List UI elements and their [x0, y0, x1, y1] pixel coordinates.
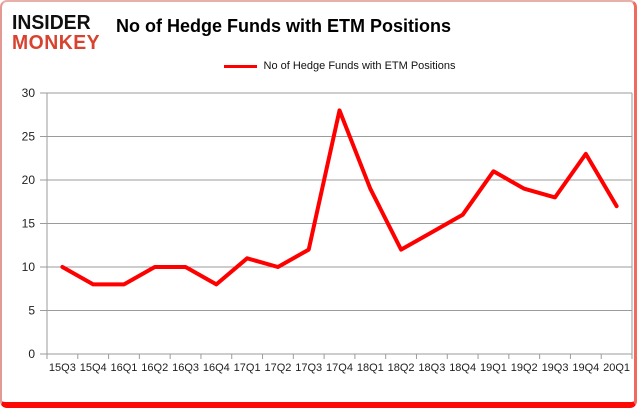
x-tick-label: 16Q1: [111, 362, 138, 374]
y-tick-label: 5: [28, 304, 35, 318]
insider-monkey-logo: INSIDER MONKEY: [12, 11, 101, 55]
x-tick-label: 19Q4: [572, 362, 599, 374]
y-tick-label: 30: [22, 86, 36, 100]
x-tick-label: 17Q1: [234, 362, 261, 374]
x-tick-label: 20Q1: [603, 362, 630, 374]
y-tick-label: 0: [28, 347, 35, 361]
etm-positions-line: [60, 108, 619, 287]
x-tick-label: 17Q2: [264, 362, 291, 374]
x-tick-label: 18Q3: [418, 362, 445, 374]
chart-legend: No of Hedge Funds with ETM Positions: [47, 58, 632, 74]
y-tick-label: 20: [22, 173, 36, 187]
x-tick-label: 19Q2: [511, 362, 538, 374]
legend-label: No of Hedge Funds with ETM Positions: [263, 60, 456, 72]
x-tick-label: 16Q2: [141, 362, 168, 374]
logo-line-monkey: MONKEY: [12, 31, 101, 55]
y-tick-label: 25: [22, 130, 36, 144]
x-tick-label: 15Q4: [80, 362, 107, 374]
x-tick-label: 18Q1: [357, 362, 384, 374]
x-tick-label: 19Q3: [542, 362, 569, 374]
logo-line-insider: INSIDER: [12, 11, 91, 35]
legend-line-swatch: [223, 64, 257, 68]
x-tick-label: 16Q3: [172, 362, 199, 374]
y-tick-label: 10: [22, 260, 36, 274]
x-tick-label: 19Q1: [480, 362, 507, 374]
x-tick-label: 18Q2: [388, 362, 415, 374]
chart-title: No of Hedge Funds with ETM Positions: [116, 16, 451, 36]
x-tick-label: 16Q4: [203, 362, 230, 374]
y-tick-label: 15: [22, 217, 36, 231]
x-tick-label: 17Q3: [295, 362, 322, 374]
x-tick-label: 17Q4: [326, 362, 353, 374]
x-tick-label: 18Q4: [449, 362, 476, 374]
x-tick-label: 15Q3: [49, 362, 76, 374]
